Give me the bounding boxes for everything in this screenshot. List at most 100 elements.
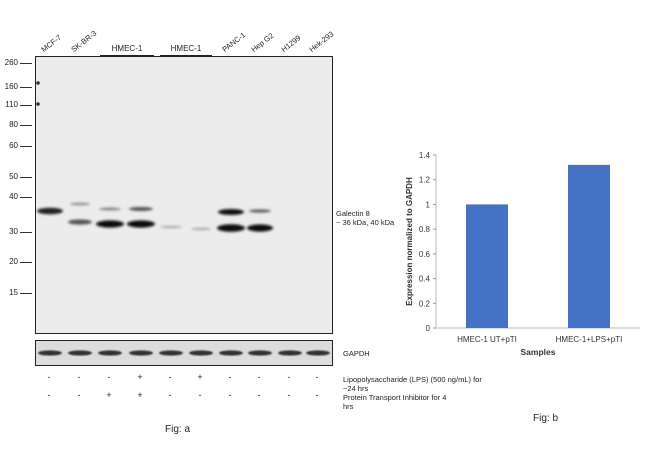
treatment-sign: - [47,372,51,382]
ladder-dot [36,81,40,85]
band-hmec1-l3-36 [96,220,124,228]
band-panc1-40 [218,209,244,215]
treatment-sign: - [315,390,319,400]
group-underline-a [100,55,154,56]
lps-treatment-label-line1: Lipopolysaccharide (LPS) (500 ng/mL) for [343,375,482,384]
lane-label-0: MCF-7 [39,32,64,54]
treatment-sign: - [168,390,172,400]
treatment-sign: - [287,390,291,400]
treatment-sign: - [257,372,261,382]
mw-tick [20,197,32,198]
mw-marker-50: 50 [9,172,18,181]
treatment-sign: - [47,390,51,400]
mw-marker-110: 110 [5,100,18,109]
lane-label-7: Hep G2 [249,30,276,54]
mw-tick [20,146,32,147]
treatment-sign: - [287,372,291,382]
gapdh-band-8 [278,350,302,356]
band-hmec1-l4-40 [129,207,153,211]
mw-tick [20,293,32,294]
band-hmec1-l4-36 [127,220,155,228]
galectin-8-blot [35,56,333,334]
figure-a-caption: Fig: a [165,424,191,435]
galectin-8-size-label: ~ 36 kDa, 40 kDa [336,218,395,227]
band-skbr3-36 [68,219,92,225]
group-label-hmec-1-b: HMEC-1 [170,44,202,53]
band-hmec1-l3-40 [99,207,121,211]
gapdh-band-5 [189,350,213,356]
gapdh-band-1 [68,350,92,356]
treatment-sign: - [315,372,319,382]
treatment-sign: - [257,390,261,400]
gapdh-band-7 [248,350,272,356]
y-tick-label: 1.4 [419,151,431,160]
treatment-sign: + [106,390,112,400]
mw-tick [20,262,32,263]
gapdh-blot [35,340,333,366]
pti-treatment-label-line1: Protein Transport Inhibitor for 4 [343,393,447,402]
mw-marker-260: 260 [4,58,18,67]
y-tick-label: 0 [426,324,431,333]
mw-marker-60: 60 [9,141,18,150]
x-axis-title: Samples [521,347,556,357]
group-underline-b [160,55,212,56]
treatment-sign: - [168,372,172,382]
band-hmec1-l5 [160,225,182,229]
group-label-hmec-1-a: HMEC-1 [111,44,143,53]
y-tick-label: 1 [426,200,431,209]
y-tick-label: 0.2 [419,299,431,308]
band-hmec1-l6 [191,227,211,231]
ladder-dot [36,102,40,106]
mw-tick [20,105,32,106]
gapdh-band-2 [98,350,122,356]
mw-marker-160: 160 [4,82,18,91]
gapdh-band-3 [129,350,153,356]
y-tick-label: 0.8 [419,225,431,234]
bar-1 [568,164,610,328]
lane-label-6: PANC-1 [220,30,248,54]
treatment-sign: + [137,390,143,400]
lane-label-8: H1299 [279,33,303,54]
figure-b-caption: Fig: b [533,413,559,424]
gapdh-band-0 [38,350,62,356]
mw-marker-80: 80 [9,120,18,129]
mw-tick [20,177,32,178]
treatment-sign: - [77,372,81,382]
treatment-sign: - [228,390,232,400]
y-axis-title: Expression normalized to GAPDH [405,177,414,306]
mw-marker-30: 30 [9,227,18,236]
pti-treatment-label-line2: hrs [343,402,354,411]
treatment-sign: - [198,390,202,400]
treatment-sign: - [107,372,111,382]
y-tick-label: 0.6 [419,250,431,259]
bar-chart: 0 0.2 0.4 0.6 0.8 1 1.2 1.4 HMEC-1 UT+pTI HMEC-1+… [405,151,640,357]
gapdh-band-4 [159,350,183,356]
mw-marker-40: 40 [9,192,18,201]
mw-marker-15: 15 [9,288,18,297]
bar-0 [466,204,508,328]
gapdh-band-6 [219,350,243,356]
mw-tick [20,125,32,126]
x-tick-label: HMEC-1+LPS+pTI [556,335,623,344]
mw-tick [20,232,32,233]
y-tick-label: 0.4 [419,275,431,284]
galectin-8-label: Galectin 8 [336,209,370,218]
band-hepg2-40 [249,209,271,213]
lane-label-9: Hek-293 [307,29,336,54]
treatment-sign: + [137,372,143,382]
treatment-sign: + [197,372,203,382]
x-tick-label: HMEC-1 UT+pTI [457,335,517,344]
blot-bands [36,81,273,232]
lane-label-1: SK-BR-3 [69,28,99,54]
y-tick-label: 1.2 [419,176,431,185]
band-mcf7 [37,207,63,215]
gapdh-label: GAPDH [343,349,370,358]
mw-tick [20,63,32,64]
band-hepg2-36 [247,224,273,232]
gapdh-bands [38,350,330,356]
mw-marker-20: 20 [9,257,18,266]
band-panc1-36 [217,224,245,232]
treatment-sign: - [77,390,81,400]
lps-treatment-label-line2: ~24 hrs [343,384,369,393]
gapdh-band-9 [306,350,330,356]
